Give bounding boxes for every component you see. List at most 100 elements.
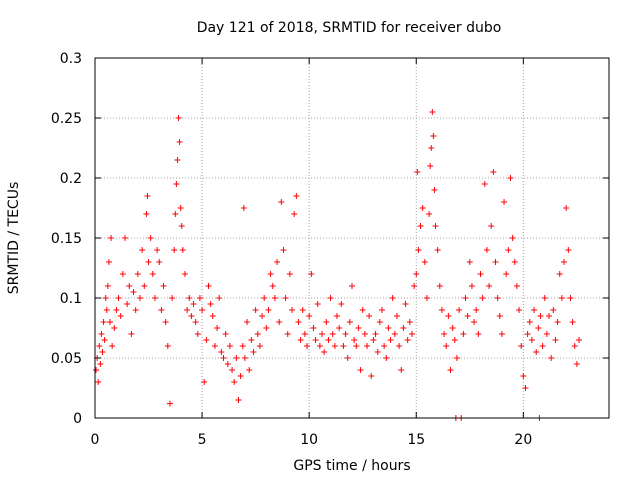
data-point [280, 247, 287, 253]
data-point [415, 247, 422, 253]
data-point [235, 397, 242, 403]
data-point [301, 331, 308, 337]
data-point [563, 205, 570, 211]
data-point [100, 319, 107, 325]
data-point [98, 331, 105, 337]
grid [95, 58, 609, 418]
data-point [169, 295, 176, 301]
data-point [214, 325, 221, 331]
data-point [97, 361, 104, 367]
data-point [256, 343, 263, 349]
data-point [124, 301, 131, 307]
data-point [520, 373, 527, 379]
data-point [509, 235, 516, 241]
data-point [344, 355, 351, 361]
data-point [128, 331, 135, 337]
data-point [310, 325, 317, 331]
data-point [346, 319, 353, 325]
data-point [421, 259, 428, 265]
data-point [145, 259, 152, 265]
data-point [304, 343, 311, 349]
data-point [293, 193, 300, 199]
data-point [494, 295, 501, 301]
data-point [117, 313, 124, 319]
data-point [475, 331, 482, 337]
data-point [136, 295, 143, 301]
data-point [175, 115, 182, 121]
y-axis-label: SRMTID / TECUs [6, 182, 22, 295]
data-point [468, 283, 475, 289]
data-point [471, 319, 478, 325]
data-point [503, 271, 510, 277]
y-tick-label: 0.25 [51, 111, 82, 127]
data-point [211, 343, 218, 349]
data-point [353, 343, 360, 349]
data-point [486, 283, 493, 289]
data-point [419, 205, 426, 211]
data-point [104, 283, 111, 289]
data-point [154, 247, 161, 253]
x-tick-label: 20 [514, 432, 532, 448]
data-point [393, 313, 400, 319]
data-point [567, 295, 574, 301]
y-tick-label: 0 [73, 411, 82, 427]
data-point [286, 271, 293, 277]
data-point [308, 271, 315, 277]
data-point [464, 313, 471, 319]
y-tick-label: 0.15 [51, 231, 82, 247]
data-point [192, 319, 199, 325]
data-point [488, 223, 495, 229]
data-point [250, 349, 257, 355]
data-point [306, 313, 313, 319]
data-point [400, 325, 407, 331]
data-point [554, 319, 561, 325]
data-point [276, 319, 283, 325]
data-point [391, 331, 398, 337]
data-point [196, 295, 203, 301]
data-point [434, 247, 441, 253]
plot-frame [94, 57, 610, 419]
data-point [172, 211, 179, 217]
data-point [511, 259, 518, 265]
data-point [368, 373, 375, 379]
data-point [436, 283, 443, 289]
data-point [396, 343, 403, 349]
data-point [201, 379, 208, 385]
data-point [387, 337, 394, 343]
data-point [240, 205, 247, 211]
data-point [259, 313, 266, 319]
data-point [349, 283, 355, 289]
data-point [325, 337, 332, 343]
data-point [109, 343, 116, 349]
data-point [569, 319, 576, 325]
data-point [252, 307, 259, 313]
data-point [543, 331, 550, 337]
x-tick-label: 5 [198, 432, 207, 448]
data-point [203, 337, 210, 343]
data-point [147, 235, 154, 241]
data-point [263, 325, 270, 331]
data-point [166, 400, 173, 407]
data-point [552, 337, 559, 343]
data-point [342, 331, 349, 337]
data-point [462, 295, 469, 301]
data-point [526, 319, 533, 325]
data-point [173, 181, 180, 187]
data-point [171, 247, 178, 253]
data-point [316, 343, 323, 349]
x-tick-label: 0 [91, 432, 100, 448]
data-point [432, 223, 439, 229]
data-point [516, 307, 523, 313]
data-point [366, 313, 373, 319]
data-point [282, 295, 289, 301]
data-point [297, 337, 304, 343]
data-point [269, 283, 276, 289]
data-point [496, 313, 503, 319]
data-point [121, 235, 128, 241]
data-point [513, 283, 520, 289]
data-point [423, 295, 430, 301]
data-point [357, 367, 364, 373]
data-point [417, 223, 424, 229]
data-point [222, 331, 229, 337]
data-point [319, 331, 326, 337]
